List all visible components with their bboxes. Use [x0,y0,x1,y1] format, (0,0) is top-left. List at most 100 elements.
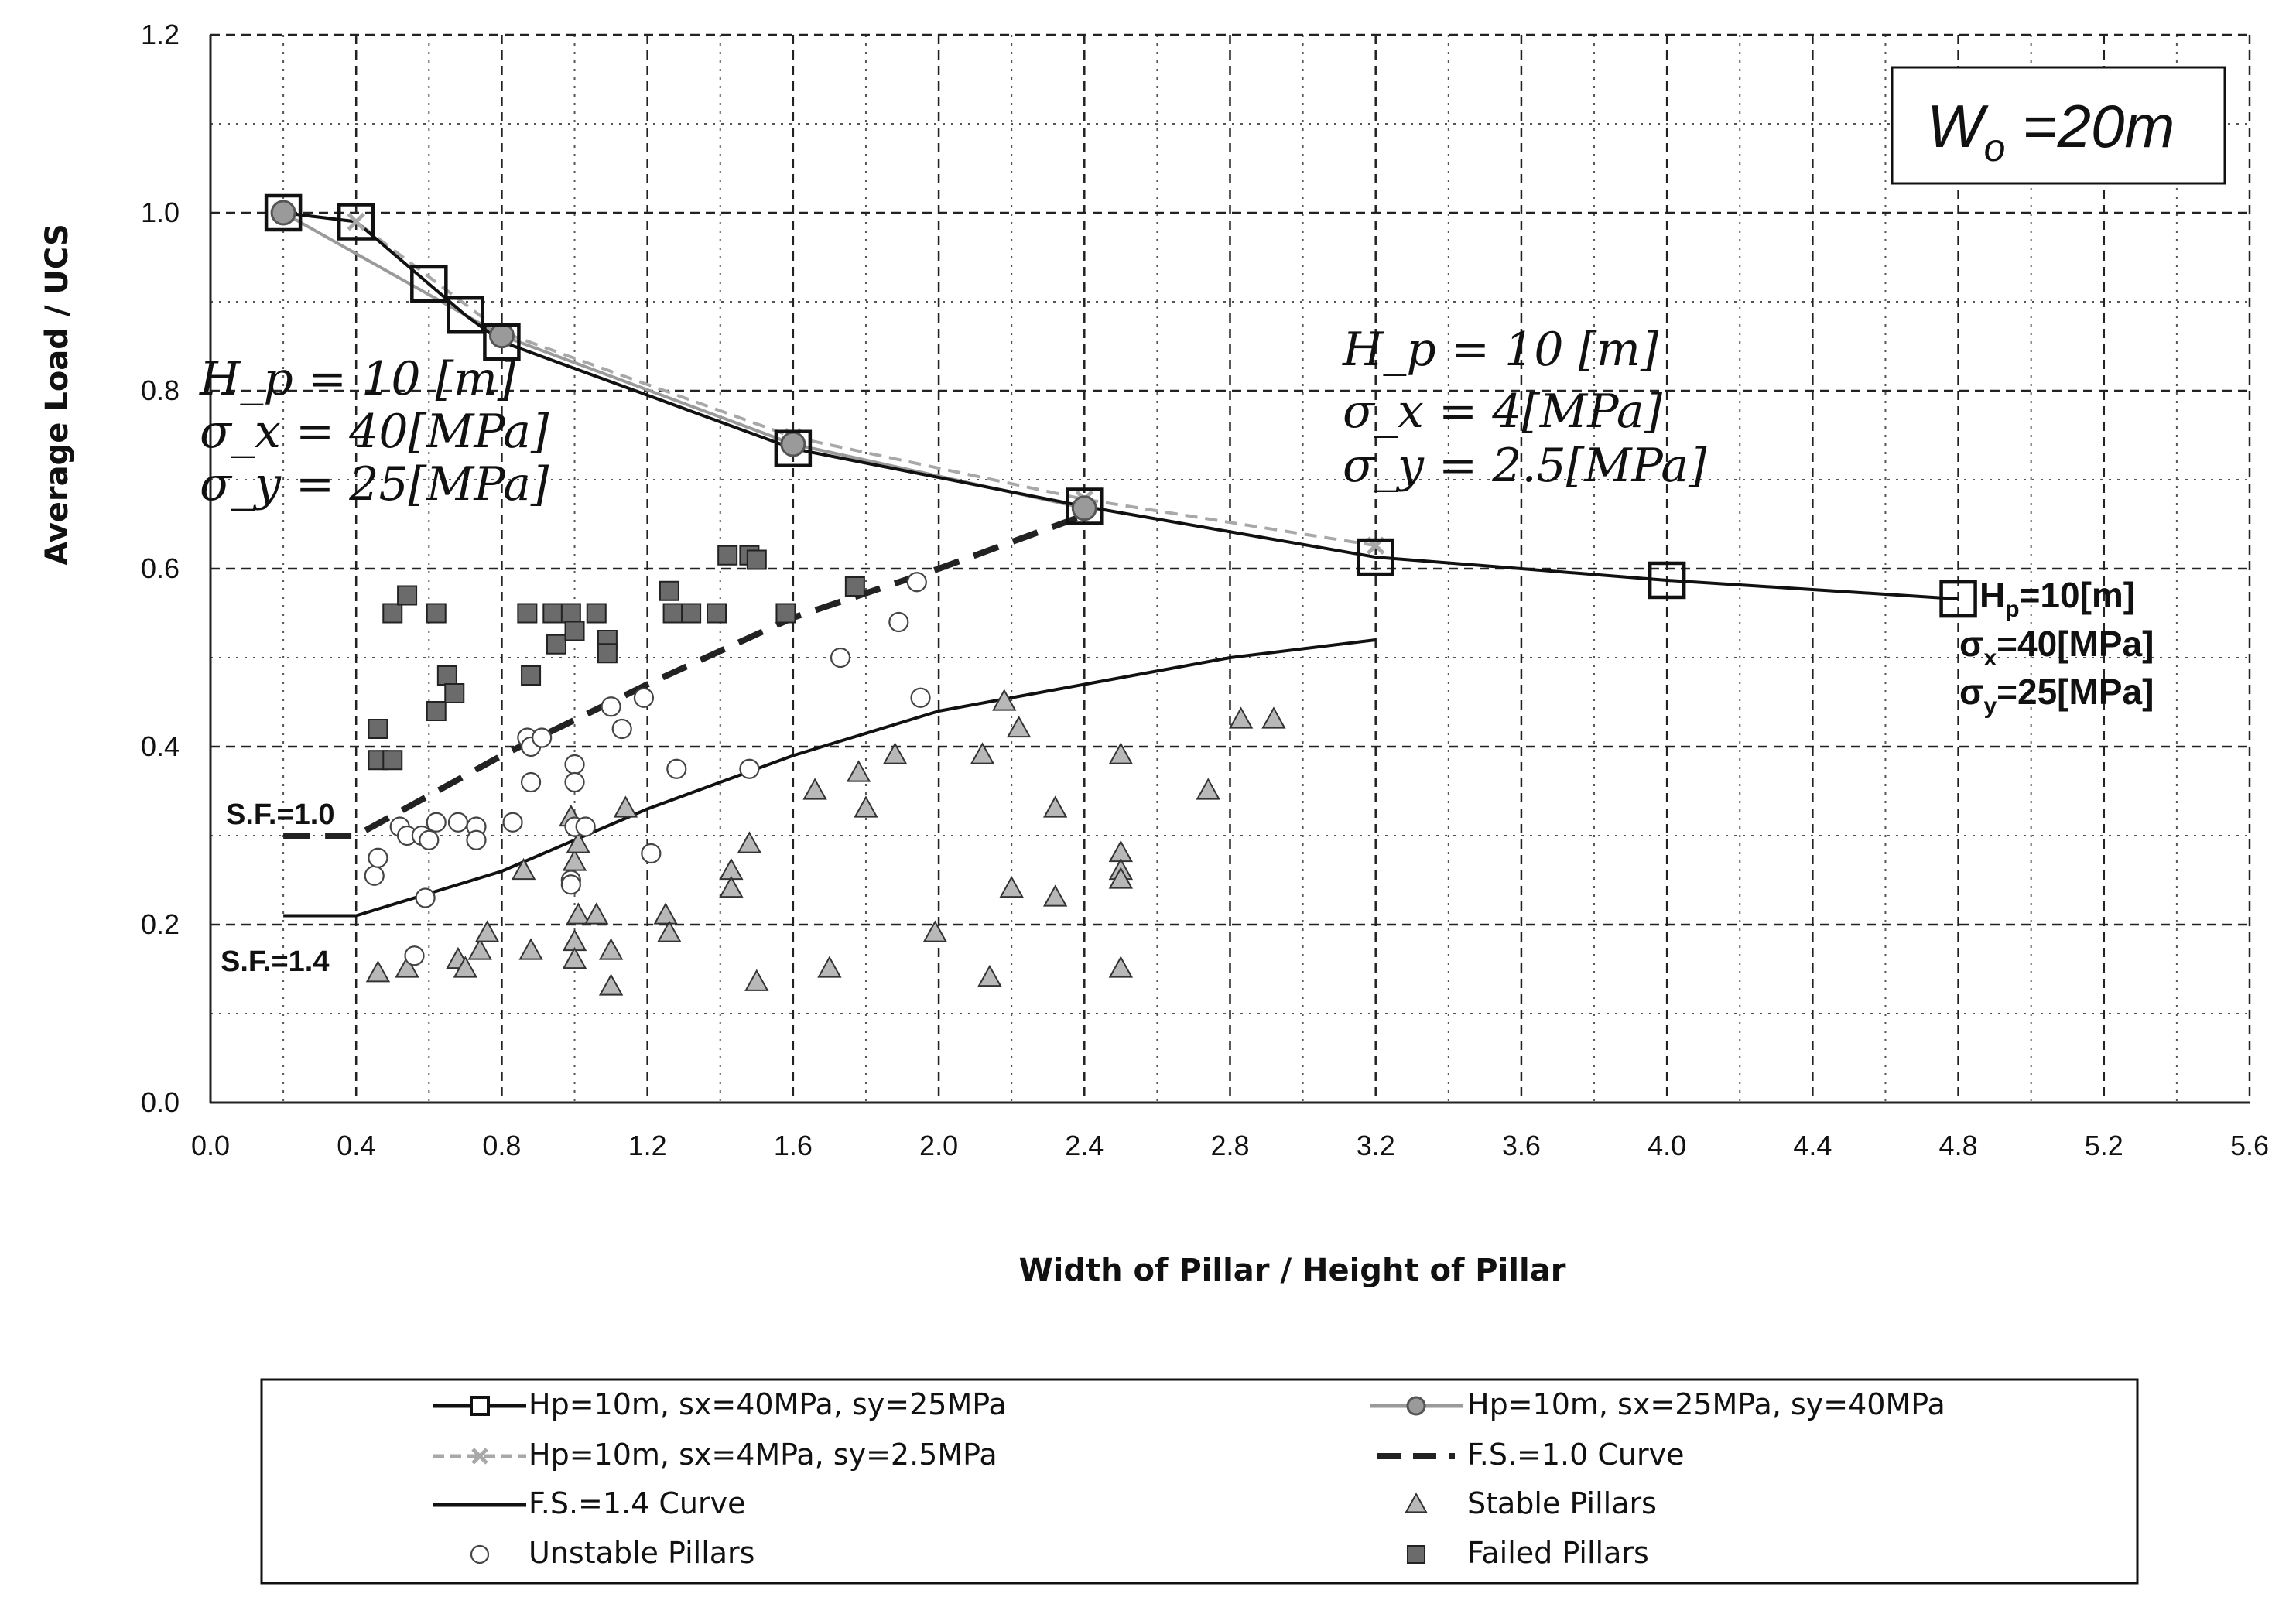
series-hp10-sx40-marker [483,323,521,361]
unstable-pillar-point [368,847,388,868]
failed-pillar-point [662,603,683,624]
unstable-pillar-point [466,829,487,850]
unstable-pillar-point [447,812,469,833]
mid-note-line-3: σ_y = 2.5[MPa] [1343,439,1707,493]
unstable-pillar-point [404,945,425,966]
left-note-line-2: σ_x = 40[MPa] [200,405,549,459]
unstable-pillar-point [419,829,440,850]
legend-x-marker [471,1448,488,1465]
legend-label-7: Unstable Pillars [529,1536,754,1570]
x-axis-label: Width of Pillar / Height of Pillar [1019,1253,1566,1288]
unstable-pillar-point [601,696,621,717]
series-hp10-sx25-marker [1071,495,1097,521]
left-note: H_p = 10 [m] σ_x = 40[MPa] σ_y = 25[MPa] [199,352,549,511]
stable-pillar-point [562,849,587,871]
stable-pillar-point [365,960,391,983]
failed-pillar-point [586,603,607,624]
series-hp10-sx4-marker [347,212,365,231]
series-lines [264,193,1977,918]
stable-pillar-point [657,920,682,942]
x-tick-label: 2.4 [1065,1130,1104,1161]
tick-labels: 0.0 0.4 0.8 1.2 1.6 2.0 2.4 2.8 3.2 3.6 4.0 4.4 4.8 5… [141,19,2269,1161]
y-axis-label: Average Load / UCS [39,224,75,566]
failed-pillar-point [444,683,465,703]
stable-pillar-point [1261,706,1286,729]
legend-label-4: F.S.=1.0 Curve [1467,1438,1685,1472]
unstable-pillar-point [564,754,585,775]
scatter-points [364,545,1286,996]
failed-pillar-point [517,603,538,624]
unstable-pillar-point [633,687,655,708]
x-tick-label: 4.0 [1648,1130,1686,1161]
left-note-line-1: H_p = 10 [m] [199,352,516,406]
failed-pillar-point [542,603,563,624]
stable-pillar-point [467,938,492,960]
stable-pillar-point [977,964,1002,987]
series-hp10-sx25-marker [780,431,806,457]
x-tick-label: 0.0 [191,1130,230,1161]
y-tick-label: 1.0 [141,197,180,228]
stable-pillar-point [744,969,769,991]
unstable-pillar-point [575,816,596,837]
legend-symbol-1 [433,1396,526,1416]
unstable-pillar-point [888,611,909,633]
stable-pillar-point [653,902,678,925]
right-note-line-1: Hp=10[m] [1979,575,2135,622]
stable-pillar-point [584,902,609,925]
stable-pillar-point [598,938,624,960]
stable-pillar-point [999,875,1024,898]
stable-pillar-point [566,831,590,853]
failed-pillar-point [597,643,618,664]
stable-pillar-point [1196,778,1220,800]
legend-circle-marker [470,1544,490,1564]
series-hp10-sx25-marker [270,200,296,226]
wo-label: Wo =20m [1927,92,2175,169]
y-tick-label: 0.2 [141,908,180,940]
series-hp10-sx40-marker [774,429,813,467]
stable-pillar-point [970,742,995,764]
unstable-pillar-point [830,647,851,669]
x-tick-label: 5.2 [2085,1130,2123,1161]
series-hp10-sx40-sy25-line [282,211,1959,601]
unstable-pillar-point [560,874,581,895]
series-hp10-sx25-marker [488,323,515,349]
failed-pillar-point [382,603,403,624]
unstable-pillar-point [415,887,436,908]
stable-pillar-point [518,938,543,960]
y-tick-label: 0.0 [141,1086,180,1118]
series-hp10-sx40-marker [1357,538,1394,576]
legend: Hp=10m, sx=40MPa, sy=25MPa Hp=10m, sx=25… [260,1378,2139,1585]
stable-pillar-point [719,875,744,898]
unstable-pillar-point [611,718,632,740]
stable-pillar-point [846,760,871,782]
y-tick-label: 1.2 [141,19,180,50]
stable-pillar-point [474,920,500,942]
unstable-pillar-point [564,771,585,793]
failed-pillar-point [521,665,542,686]
legend-symbol-7 [470,1544,490,1564]
y-tick-label: 0.4 [141,730,180,762]
right-note-line-3: σy=25[MPa] [1959,672,2154,719]
series-hp10-sx40-marker [1066,487,1104,525]
x-tick-label: 0.4 [337,1130,375,1161]
legend-symbol-3 [433,1448,526,1465]
x-tick-label: 3.2 [1357,1130,1395,1161]
stable-pillar-point [922,920,948,942]
stable-pillar-point [566,902,590,925]
failed-pillar-point [564,621,585,641]
legend-symbol-6 [1405,1492,1428,1513]
stable-pillar-point [854,795,878,818]
legend-label-1: Hp=10m, sx=40MPa, sy=25MPa [529,1387,1007,1421]
unstable-pillar-point [666,758,687,779]
failed-pillar-point [426,701,447,721]
stable-pillar-point [1108,742,1134,764]
failed-pillar-point [746,549,767,570]
failed-pillar-point [681,603,702,624]
failed-pillar-point [844,576,865,597]
stable-pillar-point [511,857,536,881]
stable-pillar-point [453,956,478,978]
legend-label-2: Hp=10m, sx=25MPa, sy=40MPa [1467,1387,1945,1421]
failed-pillar-point [560,603,581,624]
series-hp10-sx40-marker [410,265,448,303]
stable-pillar-point [613,795,638,818]
